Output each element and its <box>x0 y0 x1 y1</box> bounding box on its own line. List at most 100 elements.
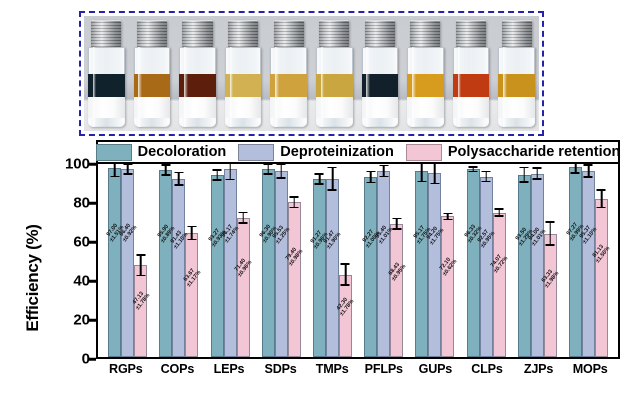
bar-wrapper: 92.57 ±0.95% <box>477 170 497 357</box>
bar-wrapper: 96.30 ±0.90% <box>259 164 279 357</box>
vial-body <box>407 47 444 127</box>
bar-rgps-polysaccharide-retention[interactable]: 47.13 ±1.78% <box>131 265 151 357</box>
bar-tmps-deproteinization[interactable]: 91.47 ±1.90% <box>323 178 343 357</box>
bar-groups: 97.00 ±1.51% 96.40 ±0.92% 47.13 ±1.78% 95.90 ±0… <box>98 164 618 357</box>
bar-group-zjps: 93.50 ±1.29% 94.00 ±1.01% 63.33 ±1.98% <box>512 164 563 357</box>
bar-mops-polysaccharide-retention[interactable]: 81.13 ±1.50% <box>592 198 612 357</box>
vial-cap <box>364 20 395 48</box>
legend-label: Polysaccharide retention <box>447 144 621 160</box>
bar-gups-deproteinization[interactable]: 94.20 ±1.75% <box>426 173 445 357</box>
bar-cops-polysaccharide-retention[interactable]: 63.67 ±1.17% <box>183 232 202 357</box>
bar-wrapper: 91.27 ±0.96% <box>310 173 330 357</box>
bar-mops-deproteinization[interactable]: 95.37 ±1.10% <box>579 171 599 357</box>
x-axis-labels: RGPs COPs LEPs SDPs TMPs PFLPs GUPs CLPs ZJPs MOP… <box>96 362 620 388</box>
y-tick-label: 60 <box>73 233 90 251</box>
bar-wrapper: 97.27 ±0.99% <box>566 164 586 357</box>
error-bar <box>532 167 542 181</box>
bar-wrapper: 63.67 ±1.17% <box>183 225 202 357</box>
error-bar <box>596 189 606 209</box>
bar-tmps-decoloration[interactable]: 91.27 ±0.96% <box>310 179 330 357</box>
bar-clps-deproteinization[interactable]: 92.57 ±0.95% <box>477 176 497 357</box>
bar-gups-polysaccharide-retention[interactable]: 72.10 ±0.62% <box>439 216 458 357</box>
bar-mops-decoloration[interactable]: 97.27 ±0.99% <box>566 167 586 357</box>
error-bar <box>430 164 440 185</box>
bar-group-gups: 95.17 ±1.75% 94.20 ±1.75% 72.10 ±0.62% <box>409 164 460 357</box>
error-bar <box>123 164 133 175</box>
bar-wrapper: 93.50 ±1.29% <box>515 166 535 357</box>
vial-base <box>270 118 308 127</box>
bar-rgps-decoloration[interactable]: 97.00 ±1.51% <box>105 167 125 357</box>
vial-cap <box>91 20 122 48</box>
bar-rgps-deproteinization[interactable]: 96.40 ±0.92% <box>118 169 138 357</box>
bar-cops-decoloration[interactable]: 95.90 ±0.89% <box>157 170 176 357</box>
y-tick-label: 0 <box>81 350 90 368</box>
x-tick-label-tmps: TMPs <box>315 362 349 376</box>
vial-label-band <box>361 97 399 119</box>
bar-leps-polysaccharide-retention[interactable]: 71.40 ±0.96% <box>234 217 254 357</box>
error-bar <box>570 164 580 174</box>
bar-chart: Efficiency (%) 0 20 40 60 80 100 Decoloration… <box>0 140 630 409</box>
vial-clps <box>407 20 444 127</box>
error-bar <box>481 170 491 183</box>
bar-zjps-decoloration[interactable]: 93.50 ±1.29% <box>515 174 535 357</box>
bar-leps-decoloration[interactable]: 93.27 ±0.93% <box>208 175 228 357</box>
bar-clps-decoloration[interactable]: 96.33 ±0.32% <box>464 169 484 357</box>
bar-zjps-polysaccharide-retention[interactable]: 63.33 ±1.98% <box>541 233 561 357</box>
y-tick-mark <box>89 201 96 205</box>
bar-pflps-decoloration[interactable]: 92.27 ±1.00% <box>361 177 381 357</box>
error-bar <box>494 208 504 218</box>
x-tick-label-cops: COPs <box>160 362 195 376</box>
bar-sdps-decoloration[interactable]: 96.30 ±0.90% <box>259 169 279 357</box>
bar-wrapper: 95.37 ±1.10% <box>579 164 599 357</box>
x-tick-label-gups: GUPs <box>418 362 453 376</box>
bar-cops-deproteinization[interactable]: 91.43 ±1.10% <box>170 178 189 357</box>
error-bar <box>314 173 324 186</box>
legend-item-decoloration[interactable]: Decoloration <box>95 143 226 161</box>
bar-zjps-deproteinization[interactable]: 94.00 ±1.01% <box>528 173 548 357</box>
error-bar <box>327 166 337 191</box>
bar-clps-polysaccharide-retention[interactable]: 74.07 ±0.72% <box>490 212 510 357</box>
error-bar <box>238 211 248 224</box>
vial-base <box>498 118 535 127</box>
bar-leps-deproteinization[interactable]: 96.17 ±1.74% <box>221 169 241 357</box>
vial-body <box>270 47 308 127</box>
vial-body <box>88 47 125 127</box>
vial-cap <box>182 20 213 48</box>
bar-pflps-polysaccharide-retention[interactable]: 68.43 ±0.95% <box>387 223 407 357</box>
bar-group-leps: 93.27 ±0.93% 96.17 ±1.74% 71.40 ±0.96% <box>204 164 255 357</box>
bar-wrapper: 42.30 ±1.78% <box>336 263 356 357</box>
legend-item-polysaccharide-retention[interactable]: Polysaccharide retention <box>405 143 621 161</box>
vial-highlight <box>366 47 370 127</box>
legend-item-deproteinization[interactable]: Deproteinization <box>238 143 394 161</box>
bar-wrapper: 71.40 ±0.96% <box>234 211 254 357</box>
vial-body <box>452 47 490 127</box>
bar-wrapper: 47.13 ±1.78% <box>131 254 151 357</box>
y-tick-mark <box>89 279 96 283</box>
vial-gups <box>361 20 399 127</box>
bar-sdps-polysaccharide-retention[interactable]: 79.40 ±0.98% <box>285 202 305 357</box>
vial-tmps <box>270 20 308 127</box>
chart-legend: Decoloration Deproteinization Polysacchari… <box>95 140 621 164</box>
legend-swatch-icon <box>405 143 442 161</box>
bar-gups-decoloration[interactable]: 95.17 ±1.75% <box>413 171 432 357</box>
bar-wrapper: 93.27 ±0.93% <box>208 169 228 357</box>
error-bar <box>276 164 286 179</box>
vial-base <box>88 118 125 127</box>
plot-area: 97.00 ±1.51% 96.40 ±0.92% 47.13 ±1.78% 95.90 ±0… <box>96 164 620 359</box>
bar-wrapper: 96.17 ±1.74% <box>221 164 241 357</box>
y-tick-label: 80 <box>73 194 90 212</box>
bar-sdps-deproteinization[interactable]: 95.53 ±1.25% <box>272 170 292 357</box>
vial-label-band <box>270 97 308 119</box>
error-bar <box>289 196 299 209</box>
vial-body <box>315 47 353 127</box>
vial-cap <box>136 20 167 48</box>
bar-group-tmps: 91.27 ±0.96% 91.47 ±1.90% 42.30 ±1.78% <box>307 164 358 357</box>
bar-wrapper: 92.27 ±1.00% <box>361 170 381 357</box>
error-bar <box>583 164 593 178</box>
error-bar <box>212 169 222 181</box>
bar-pflps-deproteinization[interactable]: 95.40 ±1.01% <box>374 170 394 357</box>
error-bar <box>468 166 478 173</box>
y-tick-label: 40 <box>73 272 90 290</box>
bar-tmps-polysaccharide-retention[interactable]: 42.30 ±1.78% <box>336 274 356 357</box>
vial-highlight <box>275 47 279 127</box>
